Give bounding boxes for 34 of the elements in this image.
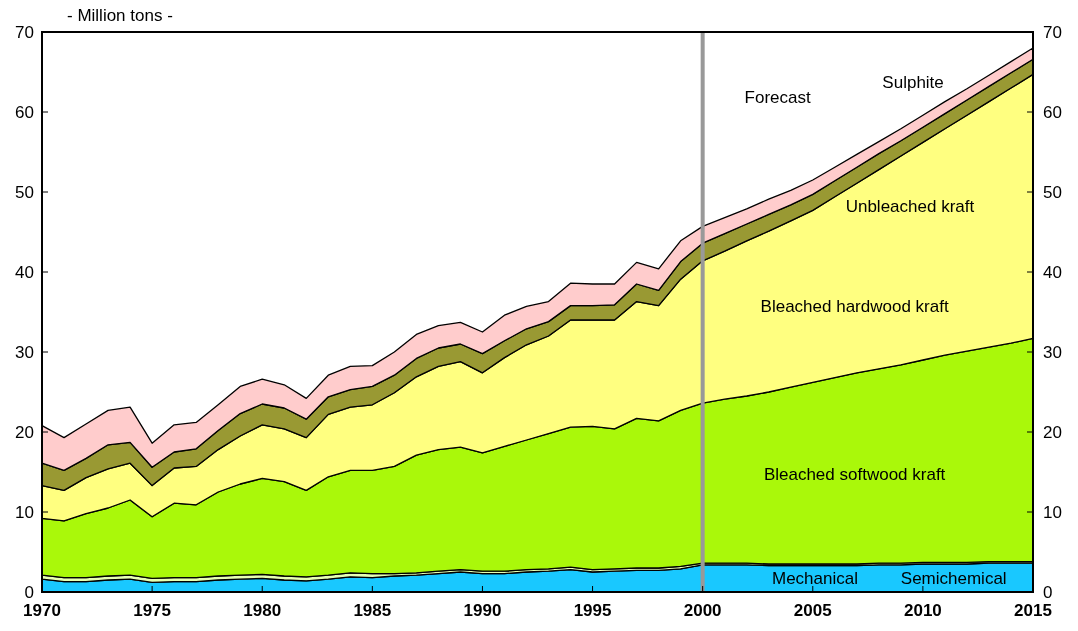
y-tick-label: 40: [15, 263, 34, 282]
y-tick-label: 10: [15, 503, 34, 522]
x-tick-label: 1990: [463, 601, 502, 620]
x-tick-label: 1985: [353, 601, 392, 620]
y2-tick-label: 70: [1043, 23, 1062, 42]
y2-tick-label: 60: [1043, 103, 1062, 122]
x-tick-label: 1995: [573, 601, 612, 620]
y2-tick-label: 20: [1043, 423, 1062, 442]
y-tick-label: 20: [15, 423, 34, 442]
x-tick-label: 2000: [683, 601, 722, 620]
y-tick-label: 70: [15, 23, 34, 42]
y-tick-label: 30: [15, 343, 34, 362]
ref-line-label: Forecast: [744, 88, 812, 107]
y-tick-label: 0: [24, 583, 34, 602]
y2-tick-label: 0: [1043, 583, 1053, 602]
y2-tick-label: 10: [1043, 503, 1062, 522]
y-axis-title: - Million tons -: [67, 6, 173, 25]
y-tick-label: 60: [15, 103, 34, 122]
series-label: Semichemical: [900, 569, 1007, 589]
x-tick-label: 2005: [793, 601, 832, 620]
x-tick-label: 1970: [23, 601, 61, 620]
x-tick-label: 2010: [903, 601, 942, 620]
y-tick-label: 50: [15, 183, 34, 202]
series-label: Unbleached kraft: [845, 196, 975, 216]
series-label: Mechanical: [771, 568, 858, 588]
series-label: Bleached softwood kraft: [763, 465, 946, 484]
y2-tick-label: 50: [1043, 183, 1062, 202]
series-label: Bleached hardwood kraft: [760, 297, 949, 316]
x-tick-label: 1980: [243, 601, 282, 620]
x-tick-label: 1975: [133, 601, 172, 620]
y2-tick-label: 30: [1043, 343, 1062, 362]
series-label: Sulphite: [882, 73, 944, 92]
x-tick-label: 2015: [1014, 601, 1052, 620]
y2-tick-label: 40: [1043, 263, 1062, 282]
